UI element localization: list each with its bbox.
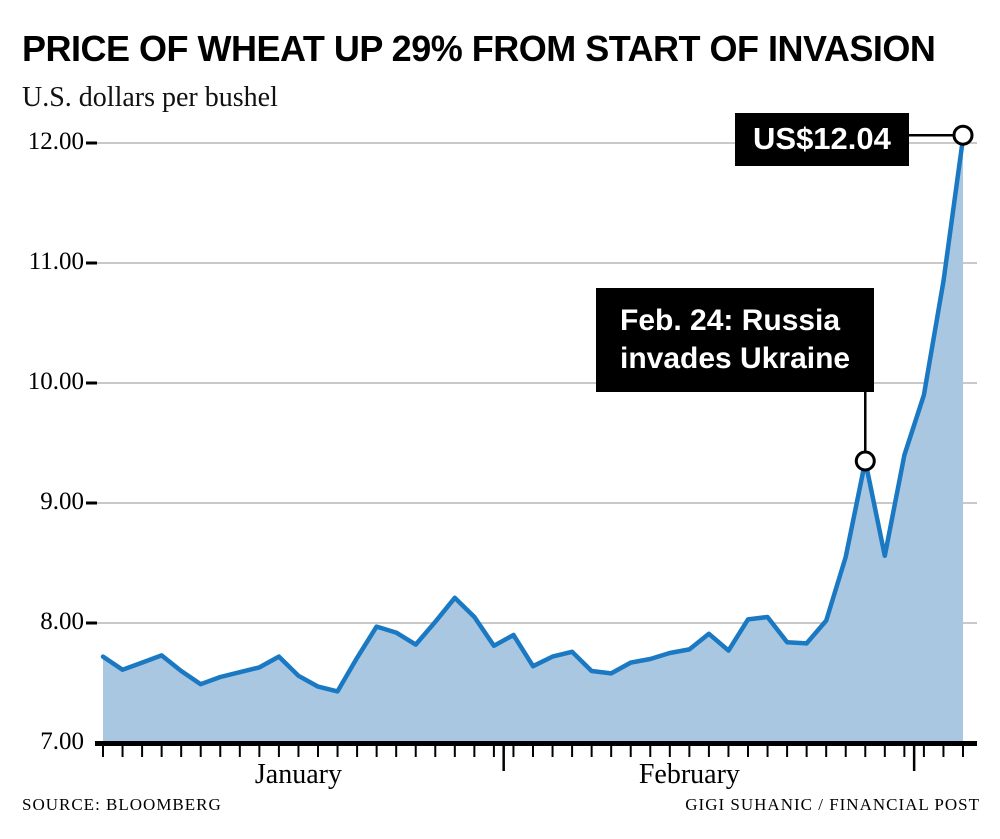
chart-subtitle: U.S. dollars per bushel (22, 82, 278, 113)
chart-title: PRICE OF WHEAT UP 29% FROM START OF INVA… (22, 28, 936, 69)
source-credit: SOURCE: BLOOMBERG (22, 795, 222, 814)
invasion-callout-line2: invades Ukraine (620, 342, 851, 375)
y-tick-label: 9.00 (40, 488, 84, 515)
price-line (100, 135, 966, 694)
y-tick-label: 7.00 (40, 728, 84, 755)
invasion-callout-line1: Feb. 24: Russia (620, 304, 841, 337)
last-price-marker (952, 124, 974, 146)
last-price-callout: US$12.04 (735, 113, 909, 166)
month-label: February (638, 759, 740, 790)
invasion-callout: Feb. 24: Russia invades Ukraine (596, 288, 875, 392)
price-area-fill (103, 138, 963, 743)
y-tick-label: 10.00 (27, 368, 84, 395)
invasion-marker (854, 450, 876, 472)
last-price-label: US$12.04 (753, 121, 891, 156)
y-tick-label: 11.00 (28, 248, 84, 275)
y-tick-label: 8.00 (40, 608, 84, 635)
y-tick-label: 12.00 (27, 128, 84, 155)
x-axis-line (95, 741, 977, 746)
author-credit: GIGI SUHANIC / FINANCIAL POST (685, 795, 980, 814)
month-label: January (254, 759, 342, 790)
